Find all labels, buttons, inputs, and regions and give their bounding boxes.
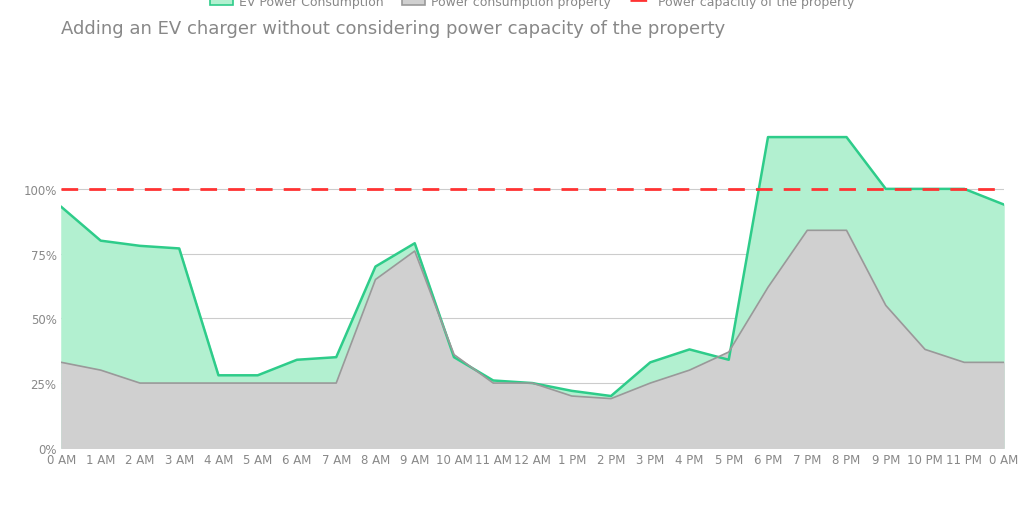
- Text: Adding an EV charger without considering power capacity of the property: Adding an EV charger without considering…: [61, 20, 726, 38]
- Legend: EV Power Consumption, Power consumption property, Power capacitiy of the propert: EV Power Consumption, Power consumption …: [205, 0, 860, 14]
